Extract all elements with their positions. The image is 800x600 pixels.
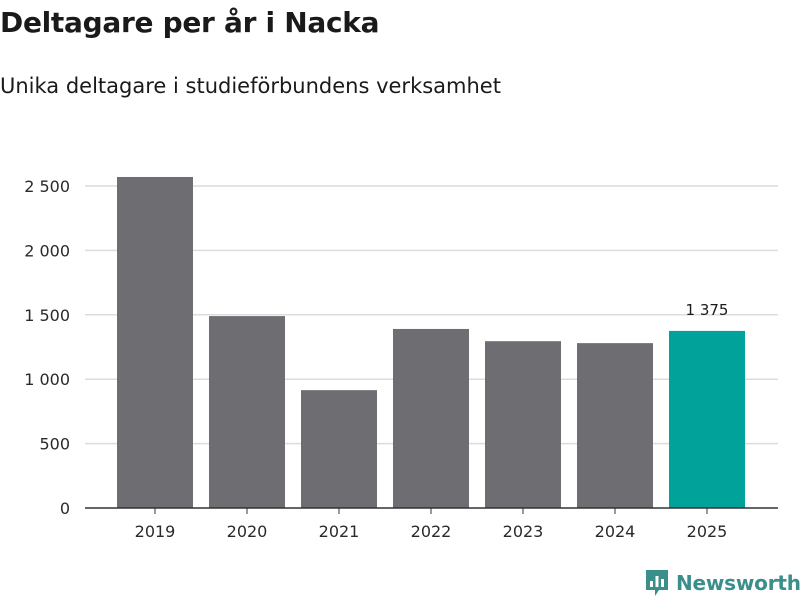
y-tick-label: 2 000 [24,241,70,260]
y-tick-label: 0 [60,499,70,518]
x-tick-label: 2024 [595,522,636,541]
x-tick-label: 2025 [687,522,728,541]
bar-2023 [485,341,561,508]
chart-title: Deltagare per år i Nacka [0,6,380,39]
bar-2021 [301,390,377,508]
newsworthy-logo-icon [646,570,668,596]
bar-2022 [393,328,469,508]
y-tick-label: 2 500 [24,177,70,196]
x-tick-label: 2021 [319,522,360,541]
bar-2020 [209,316,285,508]
data-label-2025: 1 375 [686,301,729,319]
chart-subtitle: Unika deltagare i studieförbundens verks… [0,74,501,98]
y-tick-label: 1 500 [24,306,70,325]
brand-logo: Newsworthy [644,568,800,598]
x-tick-label: 2019 [135,522,176,541]
x-tick-label: 2022 [411,522,452,541]
brand-name: Newsworthy [676,571,800,595]
bar-2019 [117,176,193,508]
bar-2025 [669,330,745,508]
y-tick-label: 1 000 [24,370,70,389]
x-tick-label: 2020 [227,522,268,541]
bar-2024 [577,343,653,508]
y-tick-label: 500 [39,435,70,454]
x-tick-label: 2023 [503,522,544,541]
